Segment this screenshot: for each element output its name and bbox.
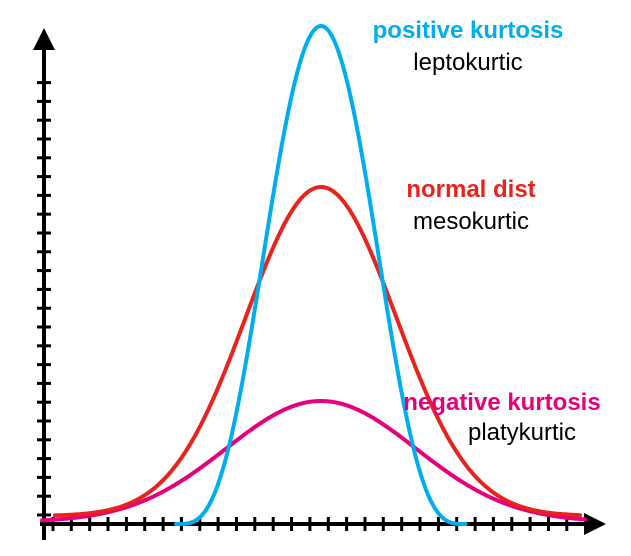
platykurtic-label: platykurtic <box>468 419 576 446</box>
positive-kurtosis-curve <box>174 23 468 526</box>
mesokurtic-label: mesokurtic <box>413 208 529 235</box>
y-axis-ticks <box>37 81 51 517</box>
axes <box>33 28 606 540</box>
normal-dist-label: normal dist <box>406 176 535 203</box>
y-axis-arrowhead <box>33 28 55 50</box>
x-axis-arrowhead <box>584 513 606 535</box>
leptokurtic-label: leptokurtic <box>413 49 522 76</box>
negative-kurtosis-curve <box>40 399 587 523</box>
positive-kurtosis-label: positive kurtosis <box>373 17 564 44</box>
negative-kurtosis-label: negative kurtosis <box>403 389 600 416</box>
x-axis-ticks <box>51 517 569 531</box>
normal-distribution-curve <box>53 185 582 518</box>
